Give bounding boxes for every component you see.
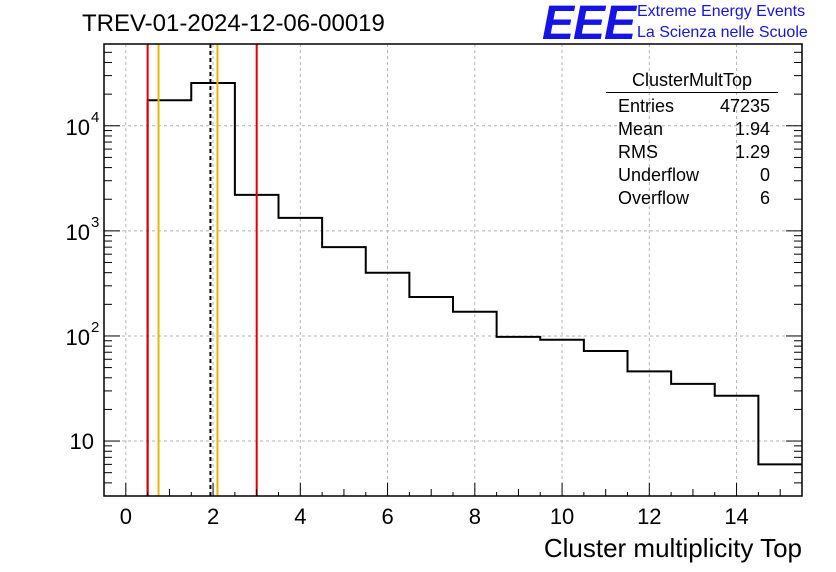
x-tick-label: 12 bbox=[637, 504, 661, 529]
x-tick-label: 10 bbox=[550, 504, 574, 529]
stats-label: Underflow bbox=[618, 165, 700, 185]
x-tick-label: 14 bbox=[724, 504, 748, 529]
y-tick-label: 10 bbox=[66, 220, 90, 245]
stats-value: 6 bbox=[759, 188, 770, 208]
run-title: TREV-01-2024-12-06-00019 bbox=[82, 10, 385, 37]
histogram-bin bbox=[628, 371, 672, 496]
stats-value: 1.94 bbox=[734, 119, 770, 139]
histogram-bin bbox=[540, 340, 584, 496]
histogram-bin bbox=[453, 312, 497, 496]
histogram-bin bbox=[409, 297, 453, 496]
histogram-bin bbox=[584, 351, 628, 496]
histogram-bin bbox=[671, 384, 715, 496]
stats-label: Overflow bbox=[618, 188, 690, 208]
x-tick-label: 6 bbox=[381, 504, 393, 529]
y-tick-exponent: 4 bbox=[91, 109, 99, 126]
x-tick-label: 2 bbox=[207, 504, 219, 529]
histogram-bin bbox=[366, 273, 410, 496]
histogram-bin bbox=[148, 100, 192, 496]
y-tick-exponent: 3 bbox=[91, 214, 99, 231]
logo-subtitle-line2: La Scienza nelle Scuole bbox=[637, 24, 808, 41]
stats-row-underflow: Underflow 0 bbox=[606, 164, 778, 187]
x-tick-label: 4 bbox=[294, 504, 306, 529]
stats-row-rms: RMS 1.29 bbox=[606, 141, 778, 164]
eee-logo: EEE bbox=[542, 0, 636, 50]
stats-label: Entries bbox=[618, 96, 675, 116]
stats-value: 1.29 bbox=[734, 142, 770, 162]
logo-subtitle-line1: Extreme Energy Events bbox=[637, 3, 806, 20]
y-tick-label: 10 bbox=[70, 429, 94, 454]
stats-value: 47235 bbox=[719, 96, 770, 116]
stats-title: ClusterMultTop bbox=[606, 70, 778, 93]
stats-row-overflow: Overflow 6 bbox=[606, 187, 778, 210]
stats-value: 0 bbox=[759, 165, 770, 185]
y-tick-exponent: 2 bbox=[91, 319, 99, 336]
histogram-bin bbox=[322, 247, 366, 496]
y-tick-label: 10 bbox=[66, 325, 90, 350]
x-tick-label: 0 bbox=[120, 504, 132, 529]
histogram-bin bbox=[497, 337, 541, 496]
x-axis-label: Cluster multiplicity Top bbox=[543, 533, 802, 563]
histogram-bin bbox=[279, 218, 323, 496]
stats-row-entries: Entries 47235 bbox=[606, 95, 778, 118]
stats-row-mean: Mean 1.94 bbox=[606, 118, 778, 141]
histogram-outline bbox=[146, 82, 802, 496]
stats-box: ClusterMultTop Entries 47235 Mean 1.94 R… bbox=[606, 70, 778, 210]
y-tick-label: 10 bbox=[66, 115, 90, 140]
histogram-bin bbox=[715, 396, 759, 496]
stats-label: RMS bbox=[618, 142, 658, 162]
x-tick-label: 8 bbox=[469, 504, 481, 529]
histogram-bin bbox=[191, 83, 235, 496]
stats-label: Mean bbox=[618, 119, 664, 139]
